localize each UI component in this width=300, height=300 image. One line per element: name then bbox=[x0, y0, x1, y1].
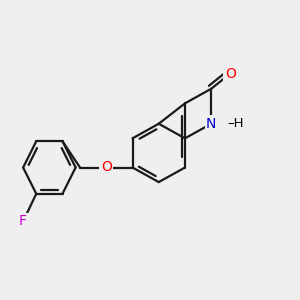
Text: –H: –H bbox=[227, 117, 244, 130]
Text: O: O bbox=[101, 160, 112, 175]
Text: N: N bbox=[206, 117, 216, 131]
Text: O: O bbox=[225, 67, 236, 81]
Text: F: F bbox=[19, 214, 27, 229]
